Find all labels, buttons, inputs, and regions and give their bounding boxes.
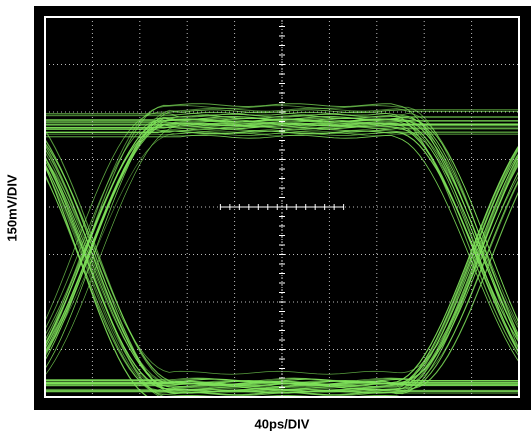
eye-trace-59 — [45, 122, 519, 336]
eye-trace-41 — [45, 389, 519, 394]
eye-trace-53 — [45, 156, 519, 392]
eye-trace-47 — [45, 132, 519, 354]
plot-border — [44, 16, 520, 398]
eye-trace-22 — [45, 164, 150, 397]
eye-trace-60 — [45, 134, 519, 363]
eye-trace-49 — [34, 398, 531, 401]
eye-trace-67 — [45, 118, 519, 349]
eye-trace-63 — [45, 115, 519, 345]
x-axis-label: 40ps/DIV — [254, 416, 310, 432]
eye-trace-71 — [45, 122, 519, 353]
eye-trace-62 — [45, 129, 519, 387]
oscilloscope-screen — [34, 6, 531, 410]
eye-trace-44 — [45, 113, 519, 350]
eye-trace-69 — [45, 144, 519, 385]
eye-trace-48 — [45, 130, 519, 135]
eye-trace-68 — [45, 118, 519, 342]
eye-trace-56 — [45, 127, 519, 131]
y-axis-label: 150mV/DIV — [4, 174, 20, 242]
eye-trace-50 — [45, 146, 519, 390]
eye-diagram-plot — [34, 16, 531, 401]
eye-trace-70 — [45, 166, 519, 396]
grid-layer — [45, 17, 519, 397]
center-axes-layer — [219, 16, 345, 398]
eye-trace-54 — [45, 156, 519, 388]
eye-trace-36 — [45, 117, 519, 325]
eye-trace-66 — [45, 138, 519, 396]
eye-trace-58 — [45, 144, 519, 393]
eye-trace-4 — [45, 111, 519, 358]
eye-trace-24 — [45, 126, 519, 131]
